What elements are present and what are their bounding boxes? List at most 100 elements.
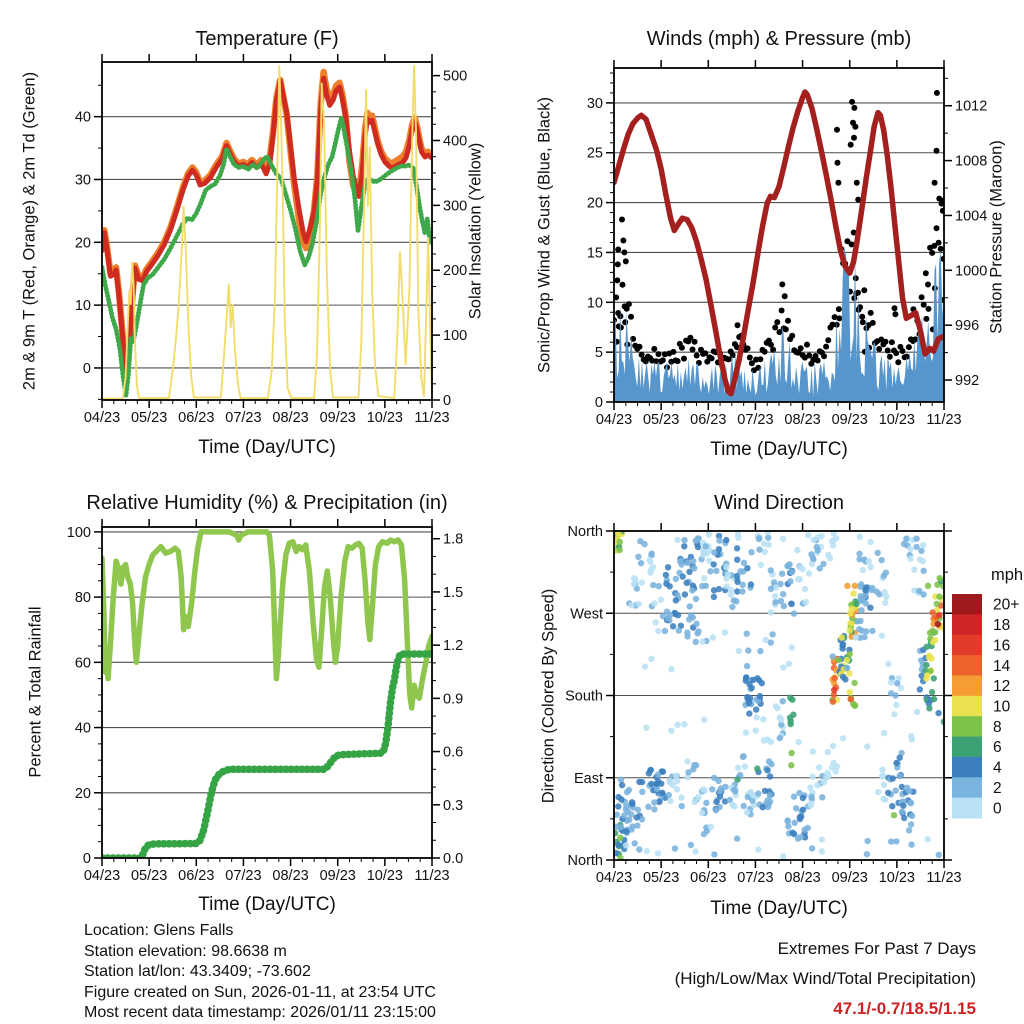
- colorbar-cell: [952, 756, 982, 778]
- x-tick-label: 06/23: [178, 410, 214, 426]
- x-tick-label: 05/23: [131, 868, 167, 884]
- left-tick-label: 10: [75, 298, 91, 314]
- colorbar-cell: [952, 695, 982, 717]
- x-tick-label: 08/23: [272, 868, 308, 884]
- right-tick-label: 996: [955, 318, 979, 334]
- left-tick-label: North: [568, 524, 603, 540]
- right-tick-label: 1004: [955, 208, 987, 224]
- rh-lightgreen-series: [102, 529, 432, 711]
- winds-xlabel: Time (Day/UTC): [710, 439, 848, 460]
- right-tick-label: 992: [955, 373, 979, 389]
- wind-direction-chart: 04/23 05/23 06/23 07/23 08/23 09/23 10/23 11/23…: [565, 523, 1019, 886]
- left-tick-label: 0: [83, 361, 91, 377]
- humidity-precip-chart: 04/23 05/23 06/23 07/23 08/23 09/23 10/23 11/23…: [67, 519, 463, 884]
- colorbar-label: 18: [993, 617, 1010, 634]
- x-tick-label: 09/23: [832, 412, 868, 428]
- right-tick-label: 1.2: [443, 638, 463, 654]
- left-tick-label: 80: [75, 590, 91, 606]
- direction-left-axis-label: Direction (Colored By Speed): [539, 588, 558, 804]
- x-tick-label: 06/23: [690, 870, 726, 886]
- colorbar-label: 12: [993, 678, 1010, 695]
- temperature-xlabel: Time (Day/UTC): [198, 437, 336, 458]
- right-tick-label: 1.8: [443, 532, 463, 548]
- left-tick-label: 10: [587, 295, 603, 311]
- data-timestamp: Most recent data timestamp: 2026/01/11 2…: [84, 1004, 436, 1021]
- left-tick-label: West: [570, 606, 603, 622]
- x-tick-label: 10/23: [879, 870, 915, 886]
- gusts-black-series: [614, 89, 944, 374]
- colorbar-cell: [952, 777, 982, 799]
- left-tick-label: North: [568, 853, 603, 869]
- right-tick-label: 1.5: [443, 585, 463, 601]
- right-tick-label: 0.3: [443, 798, 463, 814]
- right-tick-label: 400: [443, 133, 467, 149]
- extremes-subtitle: (High/Low/Max Wind/Total Precipitation): [674, 969, 976, 988]
- station-location: Location: Glens Falls: [84, 922, 234, 939]
- left-tick-label: 30: [75, 172, 91, 188]
- ticks: [606, 523, 952, 868]
- humidity-left-axis-label: Percent & Total Rainfall: [26, 606, 45, 778]
- x-tick-label: 06/23: [690, 412, 726, 428]
- tick-labels: 04/23 05/23 06/23 07/23 08/23 09/23 10/23 11/23…: [587, 96, 987, 428]
- plot-frame: [101, 526, 433, 859]
- colorbar-label: 14: [993, 658, 1011, 675]
- right-tick-label: 200: [443, 263, 467, 279]
- right-tick-label: 0.0: [443, 851, 463, 867]
- wind-direction-xlabel: Time (Day/UTC): [710, 898, 848, 919]
- x-tick-label: 07/23: [737, 870, 773, 886]
- right-tick-label: 100: [443, 328, 467, 344]
- tick-labels: 04/23 05/23 06/23 07/23 08/23 09/23 10/23 11/23…: [67, 525, 463, 884]
- colorbar-label: 20+: [993, 597, 1019, 614]
- ticks: [94, 519, 440, 866]
- left-tick-label: East: [574, 771, 603, 787]
- station-elevation: Station elevation: 98.6638 m: [84, 942, 287, 960]
- x-tick-label: 11/23: [926, 412, 961, 428]
- left-tick-label: 100: [67, 525, 91, 541]
- ticks: [606, 60, 952, 410]
- x-tick-label: 11/23: [414, 410, 449, 426]
- colorbar-cell: [952, 736, 982, 758]
- pressure-right-axis-label: Station Pressure (Maroon): [987, 140, 1006, 334]
- x-tick-label: 08/23: [272, 410, 308, 426]
- tick-labels: 04/23 05/23 06/23 07/23 08/23 09/23 10/23 11/23…: [75, 69, 467, 426]
- right-tick-label: 1012: [955, 99, 987, 115]
- right-tick-label: 1000: [955, 263, 987, 279]
- colorbar-label: 0: [993, 800, 1002, 817]
- x-tick-label: 05/23: [643, 412, 679, 428]
- ticks: [94, 54, 440, 408]
- x-tick-label: 10/23: [879, 412, 915, 428]
- right-tick-label: 500: [443, 69, 467, 85]
- temperature-chart: 04/23 05/23 06/23 07/23 08/23 09/23 10/23 11/23…: [75, 54, 467, 426]
- left-tick-label: 60: [75, 655, 91, 671]
- figure-created: Figure created on Sun, 2026-01-11, at 23…: [84, 983, 436, 1001]
- left-tick-label: 30: [587, 96, 603, 112]
- colorbar-label: 6: [993, 739, 1002, 756]
- left-tick-label: 20: [587, 196, 603, 212]
- left-tick-label: 40: [75, 110, 91, 126]
- right-tick-label: 0: [443, 393, 451, 409]
- colorbar-label: 10: [993, 699, 1011, 716]
- td2m-green-series: [102, 114, 432, 398]
- x-tick-label: 08/23: [784, 870, 820, 886]
- left-tick-label: 25: [587, 146, 603, 162]
- plot-frame: [101, 61, 433, 401]
- right-tick-label: 0.6: [443, 745, 463, 761]
- right-tick-label: 0.9: [443, 691, 463, 707]
- precip-darkgreen-series: [102, 650, 432, 858]
- humidity-precip-title: Relative Humidity (%) & Precipitation (i…: [86, 492, 448, 514]
- wind-blue-series: [614, 246, 944, 402]
- x-tick-label: 10/23: [367, 868, 403, 884]
- x-tick-label: 05/23: [643, 870, 679, 886]
- temperature-title: Temperature (F): [195, 28, 339, 50]
- left-tick-label: South: [565, 689, 603, 705]
- right-tick-label: 300: [443, 198, 467, 214]
- colorbar-label: 16: [993, 637, 1010, 654]
- station-info-block: Location: Glens Falls Station elevation:…: [84, 921, 436, 1024]
- left-tick-label: 0: [595, 395, 603, 411]
- humidity-xlabel: Time (Day/UTC): [198, 894, 336, 915]
- left-tick-label: 20: [75, 235, 91, 251]
- x-tick-label: 04/23: [596, 412, 632, 428]
- right-tick-label: 1008: [955, 154, 987, 170]
